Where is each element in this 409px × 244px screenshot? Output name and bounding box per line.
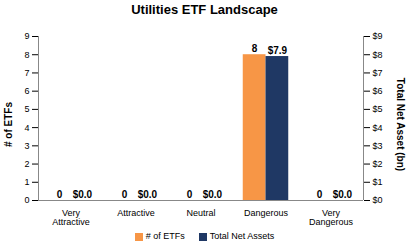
svg-text:4: 4: [24, 122, 29, 132]
svg-text:Dangerous: Dangerous: [244, 208, 289, 218]
svg-text:3: 3: [24, 141, 29, 151]
svg-text:2: 2: [24, 159, 29, 169]
svg-text:8: 8: [252, 43, 258, 54]
html-text:# of ETFs: # of ETFs: [2, 101, 14, 147]
svg-text:0: 0: [122, 189, 128, 200]
svg-text:Attractive: Attractive: [117, 208, 155, 218]
html-text:Total Net Assets: Total Net Assets: [209, 231, 275, 241]
svg-text:0: 0: [57, 189, 63, 200]
svg-text:8: 8: [24, 50, 29, 60]
svg-text:$0.0: $0.0: [203, 189, 223, 200]
svg-text:$0.0: $0.0: [138, 189, 158, 200]
svg-text:0: 0: [317, 189, 323, 200]
svg-text:$7.9: $7.9: [268, 45, 288, 56]
svg-text:1: 1: [24, 177, 29, 187]
html-text:# of ETFs: # of ETFs: [145, 231, 185, 241]
svg-text:$7: $7: [373, 68, 383, 78]
html-text:Total Net Asset (bn): Total Net Asset (bn): [395, 77, 407, 171]
svg-text:9: 9: [24, 31, 29, 41]
svg-text:$2: $2: [373, 159, 383, 169]
svg-text:$5: $5: [373, 104, 383, 114]
svg-text:$0: $0: [373, 195, 383, 205]
svg-text:0: 0: [187, 189, 193, 200]
svg-text:0: 0: [24, 195, 29, 205]
svg-text:5: 5: [24, 104, 29, 114]
svg-text:$6: $6: [373, 86, 383, 96]
svg-text:6: 6: [24, 86, 29, 96]
svg-text:$0.0: $0.0: [333, 189, 353, 200]
svg-text:VeryDangerous: VeryDangerous: [309, 208, 354, 227]
svg-text:Neutral: Neutral: [186, 208, 215, 218]
html-text:Utilities ETF Landscape: Utilities ETF Landscape: [131, 2, 278, 17]
svg-text:$3: $3: [373, 141, 383, 151]
svg-text:$1: $1: [373, 177, 383, 187]
svg-text:7: 7: [24, 68, 29, 78]
svg-text:VeryAttractive: VeryAttractive: [52, 208, 90, 227]
svg-text:$9: $9: [373, 31, 383, 41]
svg-text:$4: $4: [373, 122, 383, 132]
svg-text:$8: $8: [373, 50, 383, 60]
svg-text:$0.0: $0.0: [73, 189, 93, 200]
